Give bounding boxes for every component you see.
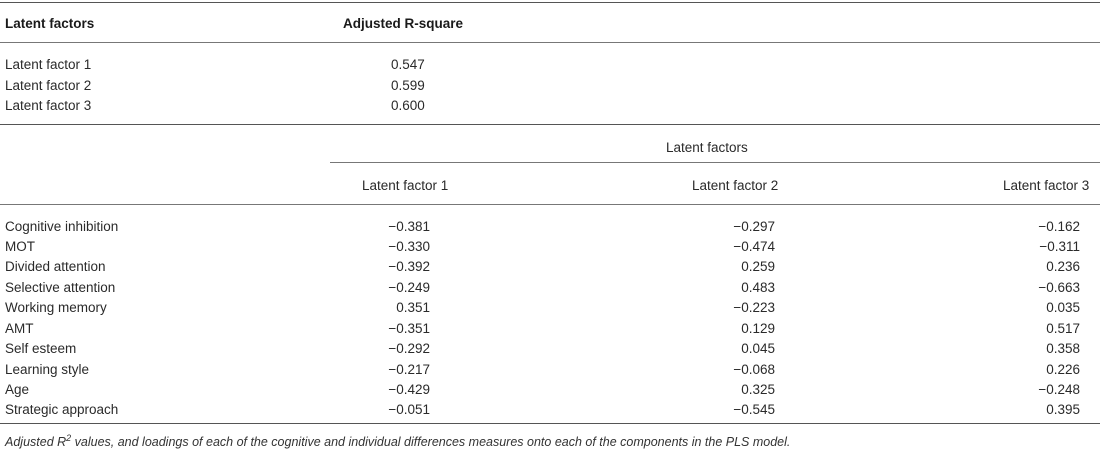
cell-latent-factor-2: 0.129 — [741, 321, 775, 336]
cell-latent-factor-3: 0.395 — [1046, 402, 1080, 417]
cell-latent-factor-2: −0.474 — [733, 239, 775, 254]
table2-group-rule — [330, 162, 1100, 163]
row-label: Strategic approach — [5, 402, 119, 417]
cell-latent-factor-2: 0.045 — [741, 341, 775, 356]
table2-col-header-2: Latent factor 2 — [692, 178, 779, 193]
cell-latent-factor-3: 0.226 — [1046, 362, 1080, 377]
table1-row-label: Latent factor 1 — [5, 57, 92, 72]
cell-latent-factor-1: −0.392 — [388, 259, 430, 274]
cell-latent-factor-2: 0.325 — [741, 382, 775, 397]
row-label: Learning style — [5, 362, 90, 377]
table1-bottom-rule — [0, 124, 1100, 125]
table2-group-header: Latent factors — [666, 140, 748, 155]
cell-latent-factor-3: −0.162 — [1038, 219, 1080, 234]
table1-header-adjusted-r-square: Adjusted R-square — [343, 16, 464, 31]
row-label: Age — [5, 382, 30, 397]
table1-row-value: 0.547 — [391, 57, 425, 72]
table2-header-rule — [0, 204, 1100, 205]
cell-latent-factor-1: −0.429 — [388, 382, 430, 397]
table-caption: Adjusted R2 values, and loadings of each… — [5, 434, 790, 450]
row-label: AMT — [5, 321, 34, 336]
cell-latent-factor-1: −0.292 — [388, 341, 430, 356]
caption-superscript: 2 — [66, 433, 72, 443]
table1-header-rule — [0, 42, 1100, 43]
cell-latent-factor-1: −0.381 — [388, 219, 430, 234]
cell-latent-factor-1: −0.051 — [388, 402, 430, 417]
table1-row-label: Latent factor 3 — [5, 98, 92, 113]
row-label: Divided attention — [5, 259, 106, 274]
cell-latent-factor-1: −0.330 — [388, 239, 430, 254]
table1-header-latent-factors: Latent factors — [5, 16, 95, 31]
cell-latent-factor-3: 0.035 — [1046, 300, 1080, 315]
cell-latent-factor-3: 0.236 — [1046, 259, 1080, 274]
caption-text-end: values, and loadings of each of the cogn… — [71, 435, 791, 449]
row-label: Working memory — [5, 300, 107, 315]
table2-bottom-rule — [0, 423, 1100, 424]
cell-latent-factor-3: −0.663 — [1038, 280, 1080, 295]
cell-latent-factor-2: 0.259 — [741, 259, 775, 274]
cell-latent-factor-1: −0.217 — [388, 362, 430, 377]
cell-latent-factor-3: 0.358 — [1046, 341, 1080, 356]
table1-row-value: 0.600 — [391, 98, 425, 113]
cell-latent-factor-3: 0.517 — [1046, 321, 1080, 336]
row-label: Cognitive inhibition — [5, 219, 119, 234]
caption-text-start: Adjusted R — [5, 435, 67, 449]
row-label: Self esteem — [5, 341, 77, 356]
cell-latent-factor-2: −0.297 — [733, 219, 775, 234]
row-label: Selective attention — [5, 280, 116, 295]
table2-col-header-3: Latent factor 3 — [1003, 178, 1090, 193]
table1-row-value: 0.599 — [391, 78, 425, 93]
cell-latent-factor-1: −0.249 — [388, 280, 430, 295]
table2-col-header-1: Latent factor 1 — [362, 178, 449, 193]
cell-latent-factor-3: −0.311 — [1039, 239, 1080, 254]
cell-latent-factor-2: −0.223 — [733, 300, 775, 315]
cell-latent-factor-2: 0.483 — [741, 280, 775, 295]
row-label: MOT — [5, 239, 35, 254]
table-top-rule — [0, 2, 1100, 3]
cell-latent-factor-3: −0.248 — [1038, 382, 1080, 397]
cell-latent-factor-2: −0.068 — [733, 362, 775, 377]
cell-latent-factor-2: −0.545 — [733, 402, 775, 417]
table1-row-label: Latent factor 2 — [5, 78, 92, 93]
cell-latent-factor-1: 0.351 — [396, 300, 430, 315]
cell-latent-factor-1: −0.351 — [388, 321, 430, 336]
